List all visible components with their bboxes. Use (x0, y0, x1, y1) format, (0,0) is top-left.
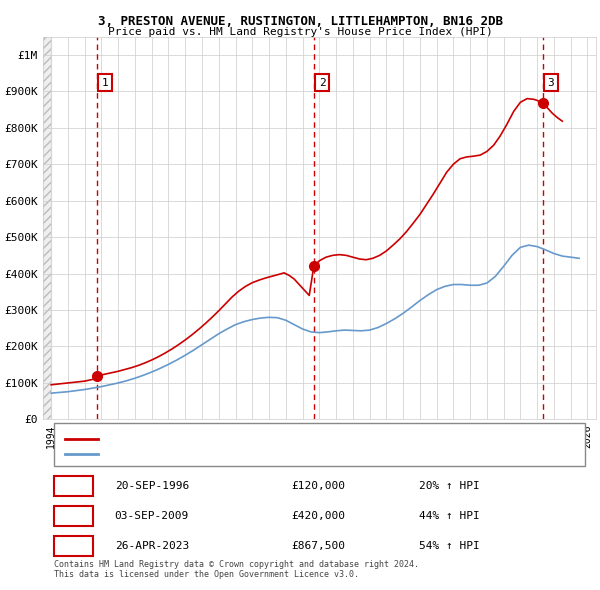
Text: HPI: Average price, detached house, Arun: HPI: Average price, detached house, Arun (109, 451, 324, 460)
Text: £867,500: £867,500 (292, 541, 346, 551)
Text: 44% ↑ HPI: 44% ↑ HPI (419, 511, 479, 521)
FancyBboxPatch shape (54, 506, 92, 526)
Text: 3: 3 (548, 77, 554, 87)
Text: Price paid vs. HM Land Registry's House Price Index (HPI): Price paid vs. HM Land Registry's House … (107, 27, 493, 37)
Text: 1: 1 (102, 77, 109, 87)
Text: 2: 2 (319, 77, 326, 87)
Text: 03-SEP-2009: 03-SEP-2009 (115, 511, 189, 521)
FancyBboxPatch shape (54, 476, 92, 496)
Text: 26-APR-2023: 26-APR-2023 (115, 541, 189, 551)
Text: 1: 1 (70, 480, 77, 493)
Bar (43, 37, 51, 419)
Text: 20-SEP-1996: 20-SEP-1996 (115, 481, 189, 491)
Text: £420,000: £420,000 (292, 511, 346, 521)
FancyBboxPatch shape (54, 422, 585, 466)
Text: £120,000: £120,000 (292, 481, 346, 491)
Text: 54% ↑ HPI: 54% ↑ HPI (419, 541, 479, 551)
Text: Contains HM Land Registry data © Crown copyright and database right 2024.
This d: Contains HM Land Registry data © Crown c… (54, 560, 419, 579)
Text: 3, PRESTON AVENUE, RUSTINGTON, LITTLEHAMPTON, BN16 2DB: 3, PRESTON AVENUE, RUSTINGTON, LITTLEHAM… (97, 15, 503, 28)
Text: 20% ↑ HPI: 20% ↑ HPI (419, 481, 479, 491)
FancyBboxPatch shape (54, 536, 92, 556)
Bar (43, 37, 51, 419)
Text: 3: 3 (70, 539, 77, 552)
Text: 3, PRESTON AVENUE, RUSTINGTON, LITTLEHAMPTON, BN16 2DB (detached house): 3, PRESTON AVENUE, RUSTINGTON, LITTLEHAM… (109, 435, 491, 445)
Text: 2: 2 (70, 509, 77, 522)
